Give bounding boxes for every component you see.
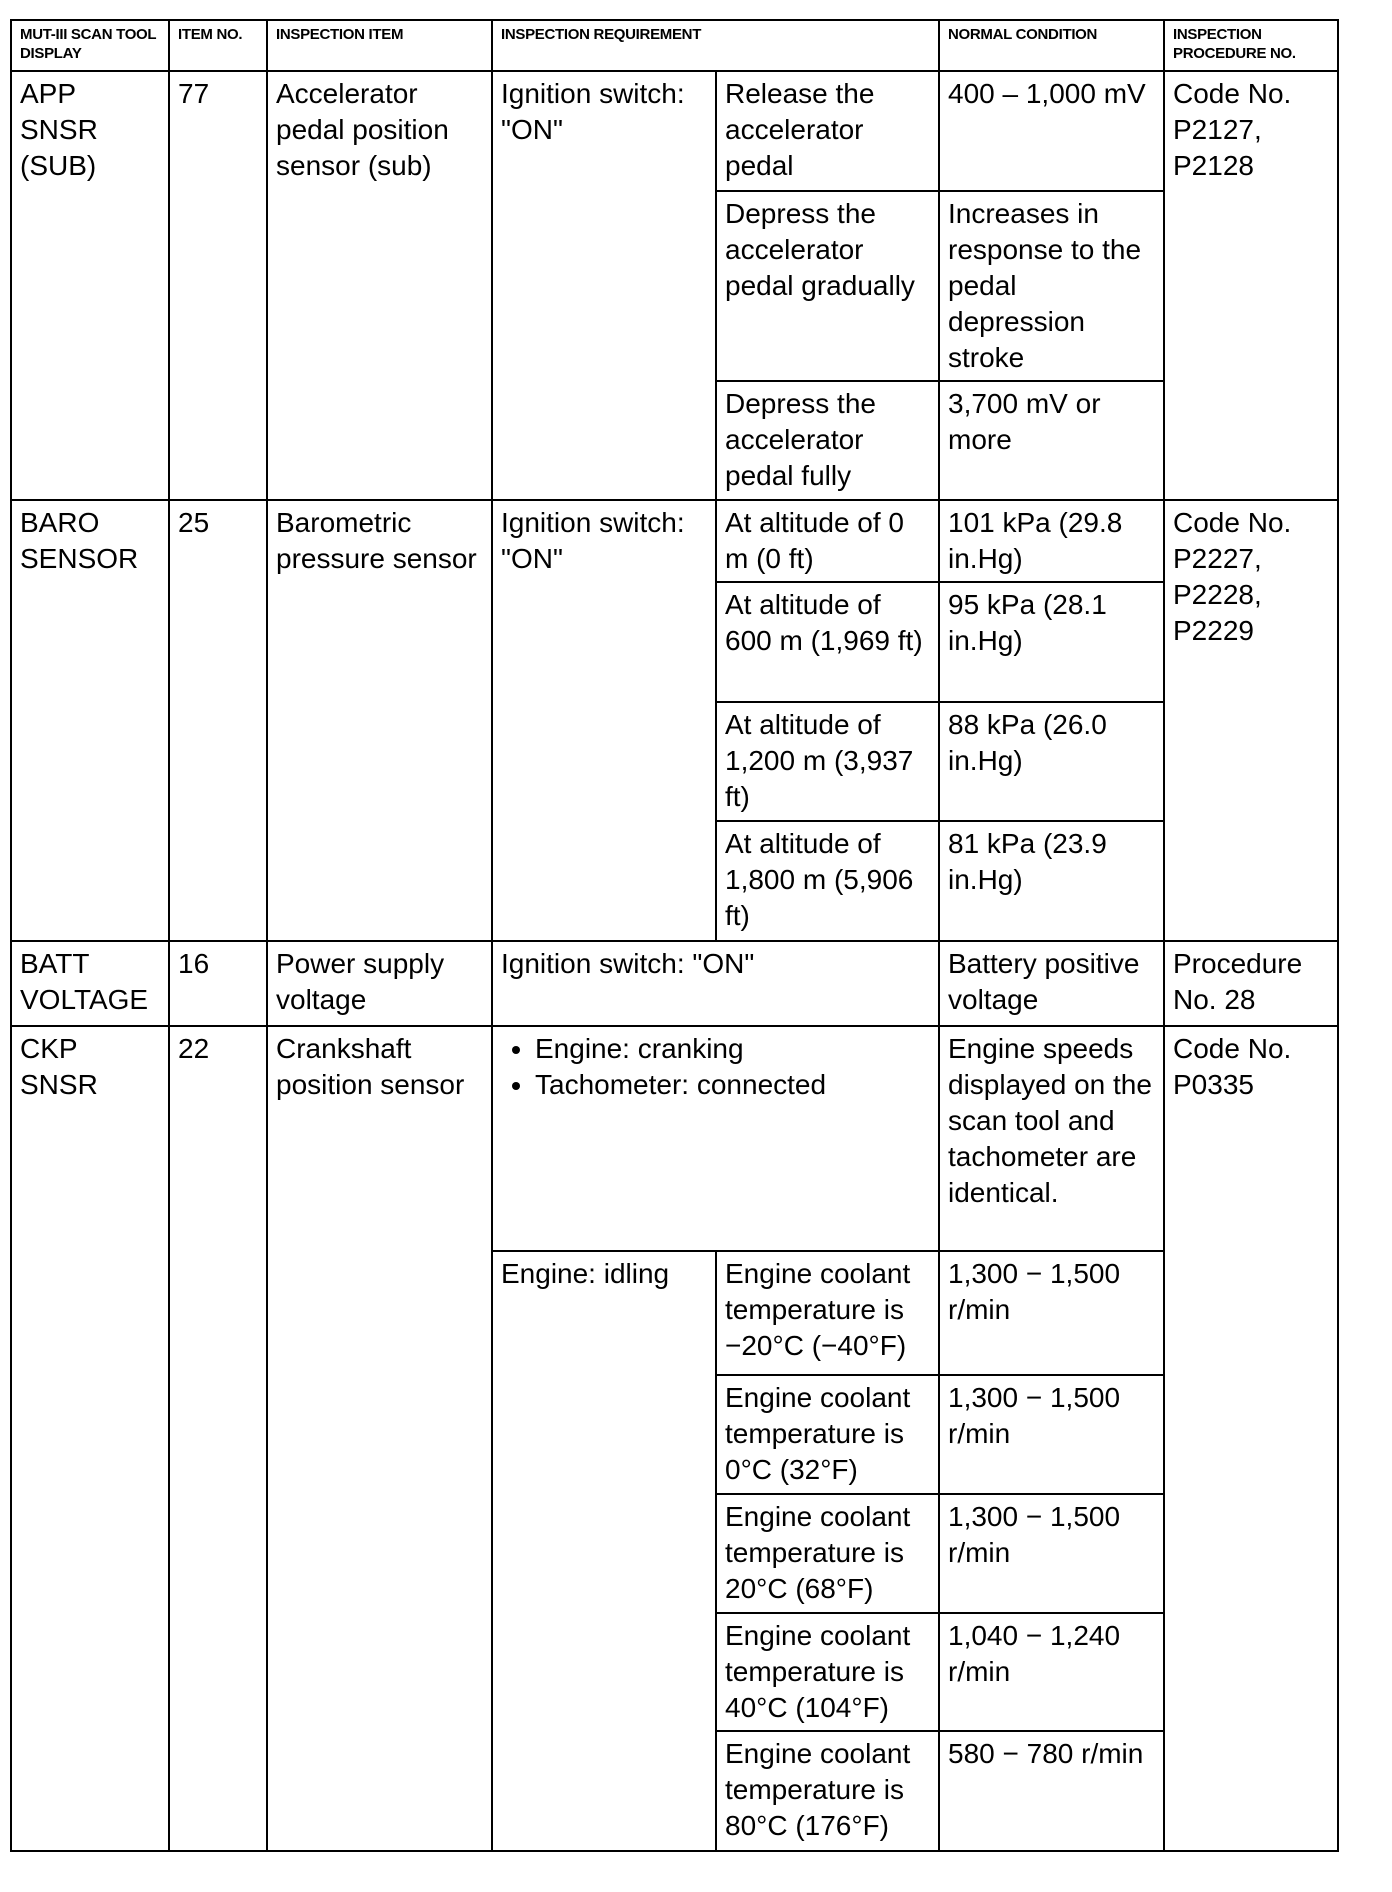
header-procedure: INSPECTION PROCEDURE NO. (1163, 19, 1339, 72)
requirement-cell: Ignition switch: "ON" (491, 940, 940, 1027)
table-row: BATT VOLTAGE 16 Power supply voltage Ign… (10, 940, 1339, 1027)
header-display: MUT-III SCAN TOOL DISPLAY (10, 19, 170, 72)
item-cell: Crankshaft position sensor (266, 1025, 493, 1852)
table-row: At altitude of 600 m (1,969 ft) 95 kPa (… (11, 581, 1338, 703)
normal-cell: 580 − 780 r/min (938, 1730, 1165, 1852)
table-row: Engine coolant temperature is 80°C (176°… (11, 1730, 1338, 1852)
display-cell: BARO SENSOR (10, 499, 170, 942)
display-cell: BATT VOLTAGE (10, 940, 170, 1027)
table-row: Depress the accelerator pedal gradually … (11, 190, 1338, 382)
condition-cell: At altitude of 1,200 m (3,937 ft) (715, 701, 940, 822)
item-no-cell: 77 (168, 70, 268, 501)
table-row: APP SNSR (SUB) 77 Accelerator pedal posi… (10, 70, 1339, 501)
normal-cell: 95 kPa (28.1 in.Hg) (938, 581, 1165, 703)
procedure-cell: Code No. P2227, P2228, P2229 (1163, 499, 1339, 942)
display-cell: CKP SNSR (10, 1025, 170, 1852)
normal-cell: 1,300 − 1,500 r/min (938, 1374, 1165, 1495)
condition-cell: Depress the accelerator pedal fully (715, 380, 940, 501)
table-row: Engine coolant temperature is 40°C (104°… (11, 1612, 1338, 1732)
condition-cell: At altitude of 1,800 m (5,906 ft) (715, 820, 940, 942)
condition-cell: Depress the accelerator pedal gradually (715, 190, 940, 382)
table-row: Engine coolant temperature is 20°C (68°F… (11, 1493, 1338, 1614)
requirement-list: Engine: cranking Tachometer: connected (501, 1031, 930, 1103)
table-row: Engine: idling Engine coolant temperatur… (11, 1250, 1338, 1852)
procedure-cell: Procedure No. 28 (1163, 940, 1339, 1027)
requirement-cell: Engine: idling (491, 1250, 717, 1852)
requirement-cell: Ignition switch: "ON" (491, 499, 717, 942)
condition-cell: Engine coolant temperature is 20°C (68°F… (715, 1493, 940, 1614)
item-cell: Barometric pressure sensor (266, 499, 493, 942)
condition-cell: At altitude of 0 m (0 ft) (715, 499, 940, 583)
condition-cell: Engine coolant temperature is 40°C (104°… (715, 1612, 940, 1732)
condition-cell: At altitude of 600 m (1,969 ft) (715, 581, 940, 703)
normal-cell: 3,700 mV or more (938, 380, 1165, 501)
header-item-no: ITEM NO. (168, 19, 268, 72)
requirement-cell: Ignition switch: "ON" (491, 70, 717, 501)
table-row: CKP SNSR 22 Crankshaft position sensor E… (10, 1025, 1339, 1852)
table-row: At altitude of 1,800 m (5,906 ft) 81 kPa… (11, 820, 1338, 942)
table-row: BARO SENSOR 25 Barometric pressure senso… (10, 499, 1339, 942)
table-row: Engine coolant temperature is 0°C (32°F)… (11, 1374, 1338, 1495)
normal-cell: 400 – 1,000 mV (938, 70, 1165, 192)
item-no-cell: 22 (168, 1025, 268, 1852)
item-cell: Power supply voltage (266, 940, 493, 1027)
normal-cell: Increases in response to the pedal depre… (938, 190, 1165, 382)
header-item: INSPECTION ITEM (266, 19, 493, 72)
normal-cell: 1,040 − 1,240 r/min (938, 1612, 1165, 1732)
list-item: Tachometer: connected (535, 1067, 930, 1103)
procedure-cell: Code No. P0335 (1163, 1025, 1339, 1852)
condition-cell: Engine coolant temperature is 80°C (176°… (715, 1730, 940, 1852)
condition-cell: Engine coolant temperature is 0°C (32°F) (715, 1374, 940, 1495)
normal-cell: 81 kPa (23.9 in.Hg) (938, 820, 1165, 942)
list-item: Engine: cranking (535, 1031, 930, 1067)
item-no-cell: 25 (168, 499, 268, 942)
header-normal: NORMAL CONDITION (938, 19, 1165, 72)
item-cell: Accelerator pedal position sensor (sub) (266, 70, 493, 501)
header-row: MUT-III SCAN TOOL DISPLAY ITEM NO. INSPE… (10, 19, 1339, 72)
table-row: Depress the accelerator pedal fully 3,70… (11, 380, 1338, 501)
normal-cell: 101 kPa (29.8 in.Hg) (938, 499, 1165, 583)
table-row: At altitude of 1,200 m (3,937 ft) 88 kPa… (11, 701, 1338, 822)
inspection-table: MUT-III SCAN TOOL DISPLAY ITEM NO. INSPE… (10, 19, 1339, 1852)
display-cell: APP SNSR (SUB) (10, 70, 170, 501)
procedure-cell: Code No. P2127, P2128 (1163, 70, 1339, 501)
normal-cell: 1,300 − 1,500 r/min (938, 1250, 1165, 1376)
condition-cell: Engine coolant temperature is −20°C (−40… (715, 1250, 940, 1376)
normal-cell: 1,300 − 1,500 r/min (938, 1493, 1165, 1614)
normal-cell: Engine speeds displayed on the scan tool… (938, 1025, 1165, 1252)
condition-cell: Release the accelerator pedal (715, 70, 940, 192)
item-no-cell: 16 (168, 940, 268, 1027)
header-requirement: INSPECTION REQUIREMENT (491, 19, 940, 72)
requirement-cell: Engine: cranking Tachometer: connected (491, 1025, 940, 1252)
normal-cell: 88 kPa (26.0 in.Hg) (938, 701, 1165, 822)
normal-cell: Battery positive voltage (938, 940, 1165, 1027)
